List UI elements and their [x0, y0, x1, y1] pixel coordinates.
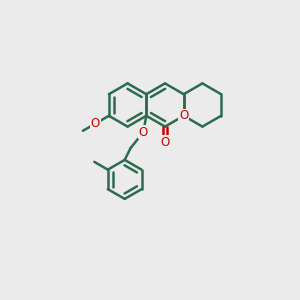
Text: O: O — [160, 136, 169, 149]
Text: O: O — [139, 126, 148, 139]
Text: O: O — [179, 109, 188, 122]
Text: O: O — [91, 117, 100, 130]
